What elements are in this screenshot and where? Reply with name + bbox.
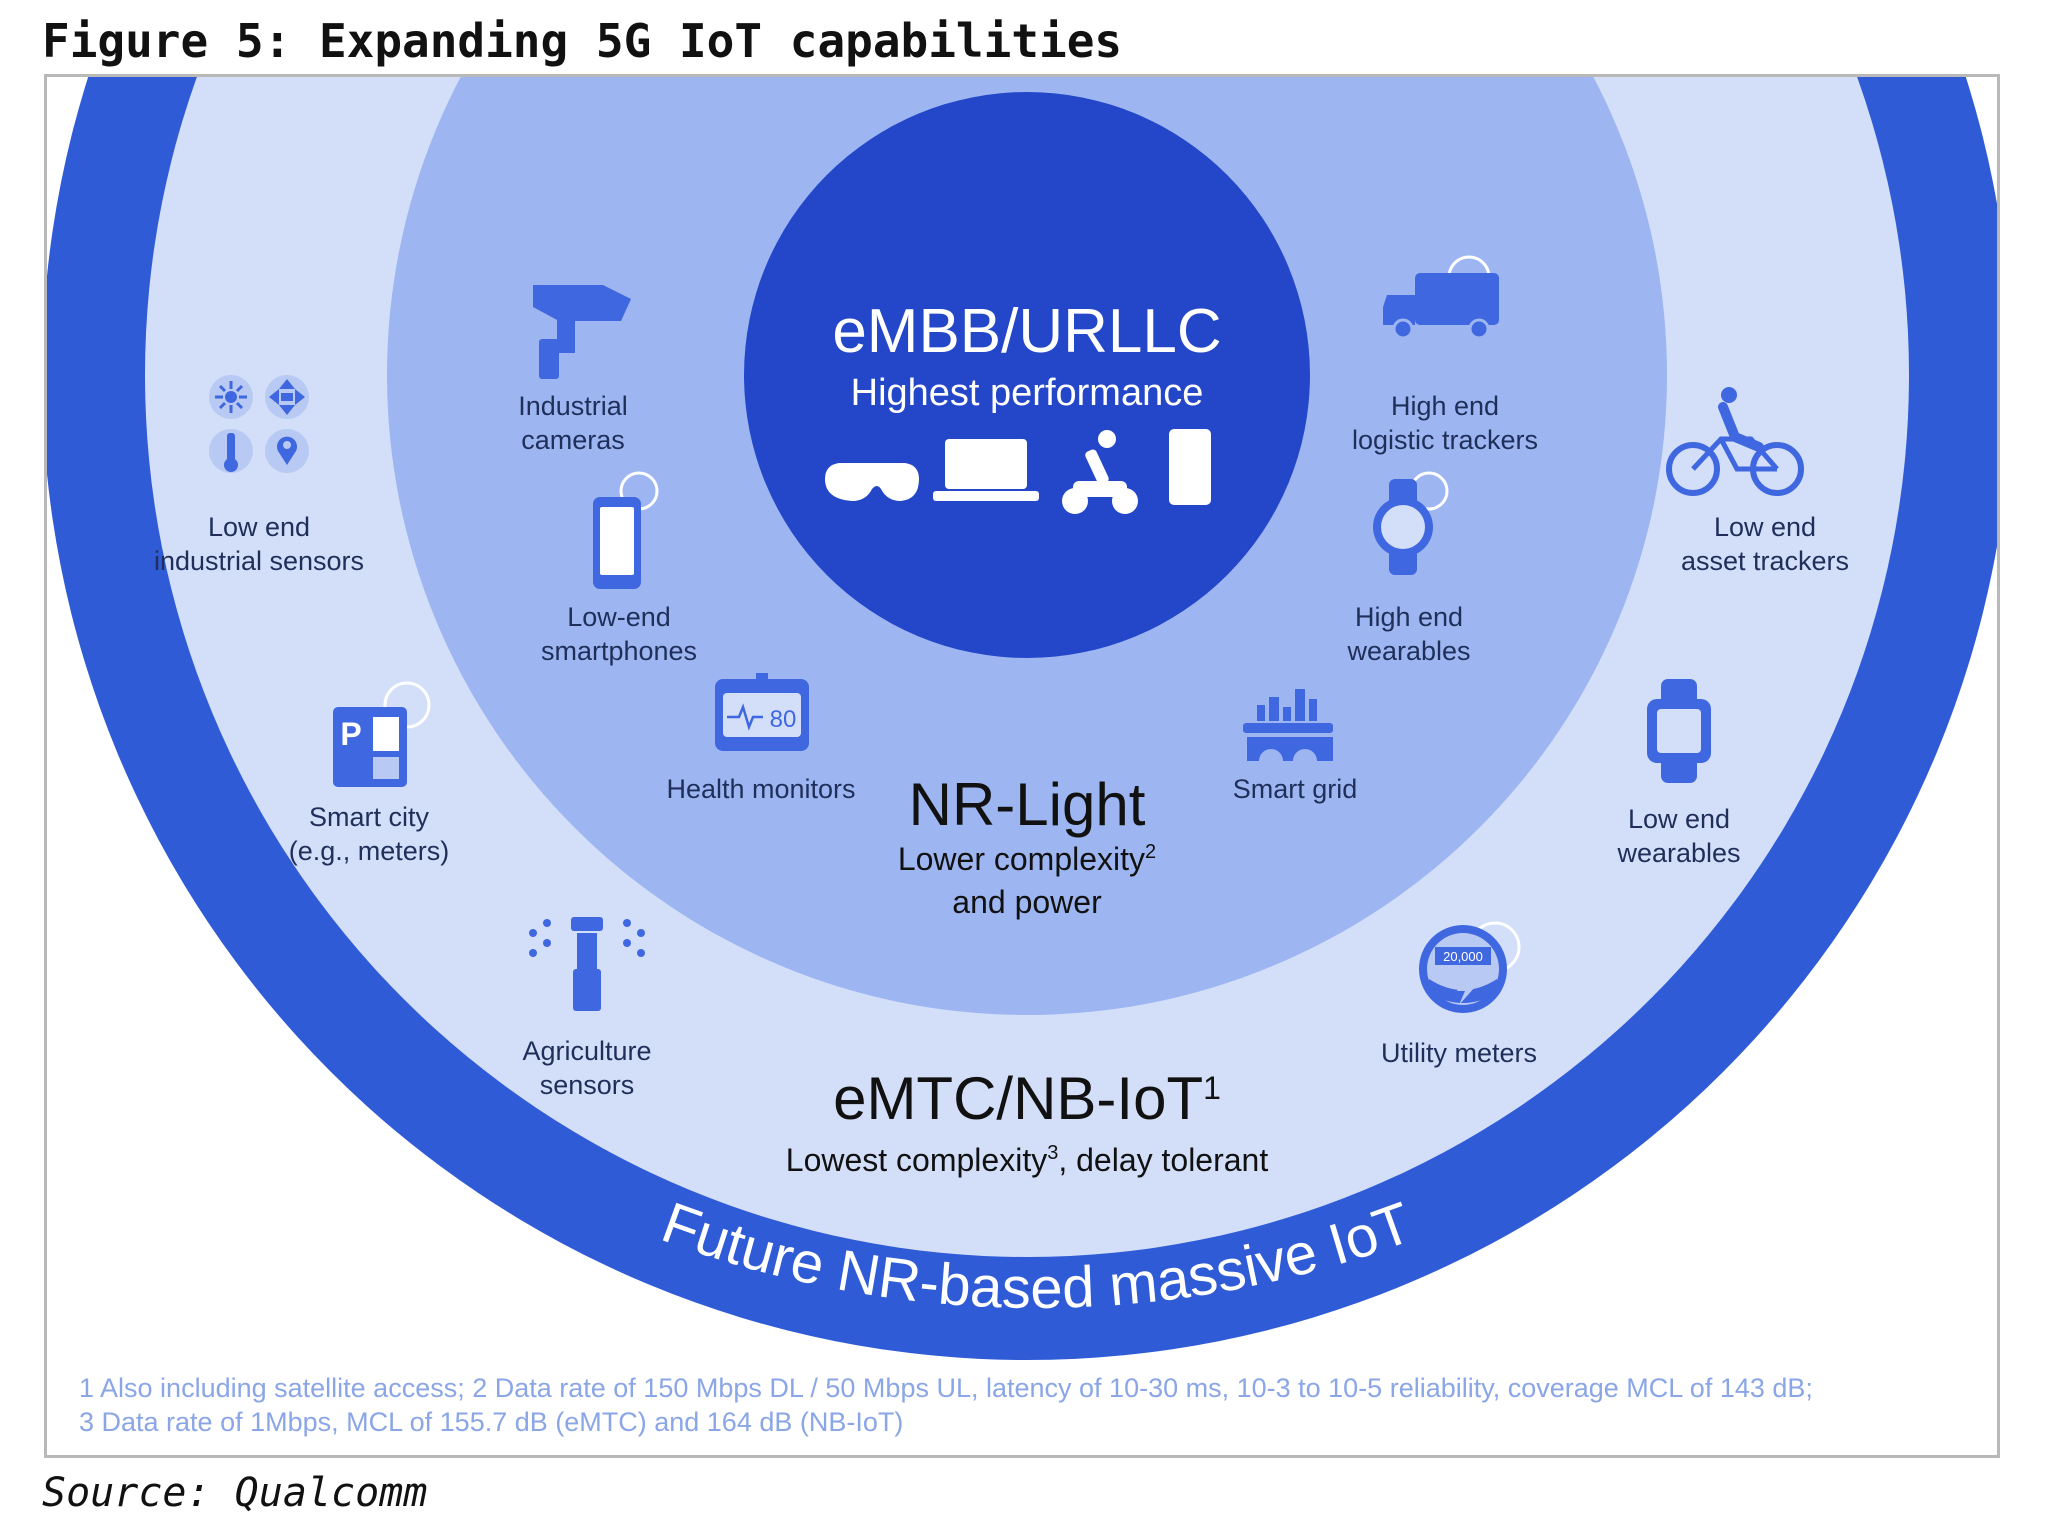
label-industrial-sensors-1: Low end <box>208 512 310 542</box>
label-smartphones-2: smartphones <box>541 636 697 666</box>
health-monitor-icon: 80 <box>715 673 809 751</box>
iot-capabilities-diagram: Future NR-based massive IoT eMBB/URLLC H… <box>47 77 1997 1437</box>
svg-text:20,000: 20,000 <box>1443 949 1483 964</box>
label-low-end-wearables-2: wearables <box>1616 838 1740 868</box>
fitness-band-icon <box>1647 679 1711 783</box>
label-high-end-wearables-2: wearables <box>1346 636 1470 666</box>
label-smart-city-1: Smart city <box>309 802 430 832</box>
label-smartphones-1: Low-end <box>567 602 671 632</box>
label-low-end-wearables-1: Low end <box>1628 804 1730 834</box>
emtc-nbiot-subtitle: Lowest complexity3, delay tolerant <box>786 1142 1269 1178</box>
robot-arm-icon <box>1062 430 1138 514</box>
label-asset-trackers-2: asset trackers <box>1681 546 1849 576</box>
diagram-frame: Future NR-based massive IoT eMBB/URLLC H… <box>44 74 2000 1458</box>
label-smart-city-2: (e.g., meters) <box>289 836 450 866</box>
svg-text:80: 80 <box>770 706 797 733</box>
smart-grid-icon <box>1243 689 1333 761</box>
nr-light-title: NR-Light <box>909 771 1146 838</box>
sprinkler-icon <box>529 917 645 1011</box>
label-logistic-trackers-1: High end <box>1391 391 1499 421</box>
industrial-sensors-icon <box>209 375 309 473</box>
source-caption: Source: Qualcomm <box>42 1470 428 1516</box>
footnote-line-2: 3 Data rate of 1Mbps, MCL of 155.7 dB (e… <box>79 1407 903 1437</box>
nr-light-subtitle-line2: and power <box>952 884 1102 920</box>
label-industrial-sensors-2: industrial sensors <box>154 546 364 576</box>
smartphone-icon <box>593 471 659 589</box>
core-zone-embb-urllc <box>744 92 1310 658</box>
security-camera-icon <box>533 285 631 379</box>
label-agriculture-sensors-2: sensors <box>540 1070 635 1100</box>
laptop-icon <box>933 439 1039 501</box>
tablet-icon <box>1169 429 1211 505</box>
delivery-truck-icon <box>1383 255 1499 340</box>
label-industrial-cameras-2: cameras <box>521 425 625 455</box>
parking-meter-icon: P <box>333 681 431 787</box>
vr-glasses-icon <box>825 463 919 501</box>
label-industrial-cameras-1: Industrial <box>518 391 628 421</box>
label-asset-trackers-1: Low end <box>1714 512 1816 542</box>
core-subtitle: Highest performance <box>851 372 1204 414</box>
label-logistic-trackers-2: logistic trackers <box>1352 425 1538 455</box>
label-high-end-wearables-1: High end <box>1355 602 1463 632</box>
nr-light-subtitle-line1: Lower complexity2 <box>898 841 1156 877</box>
emtc-nbiot-title: eMTC/NB-IoT1 <box>833 1065 1221 1132</box>
label-smart-grid: Smart grid <box>1233 774 1358 804</box>
svg-text:P: P <box>340 716 361 752</box>
core-title: eMBB/URLLC <box>832 297 1221 366</box>
label-health-monitors: Health monitors <box>666 774 855 804</box>
utility-meter-icon: 20,000 <box>1419 921 1521 1013</box>
label-agriculture-sensors-1: Agriculture <box>522 1036 651 1066</box>
bicycle-rider-icon <box>1666 387 1804 496</box>
label-utility-meters: Utility meters <box>1381 1038 1537 1068</box>
smartwatch-icon <box>1373 471 1449 575</box>
footnote-line-1: 1 Also including satellite access; 2 Dat… <box>79 1373 1813 1403</box>
figure-title: Figure 5: Expanding 5G IoT capabilities <box>42 14 1123 68</box>
